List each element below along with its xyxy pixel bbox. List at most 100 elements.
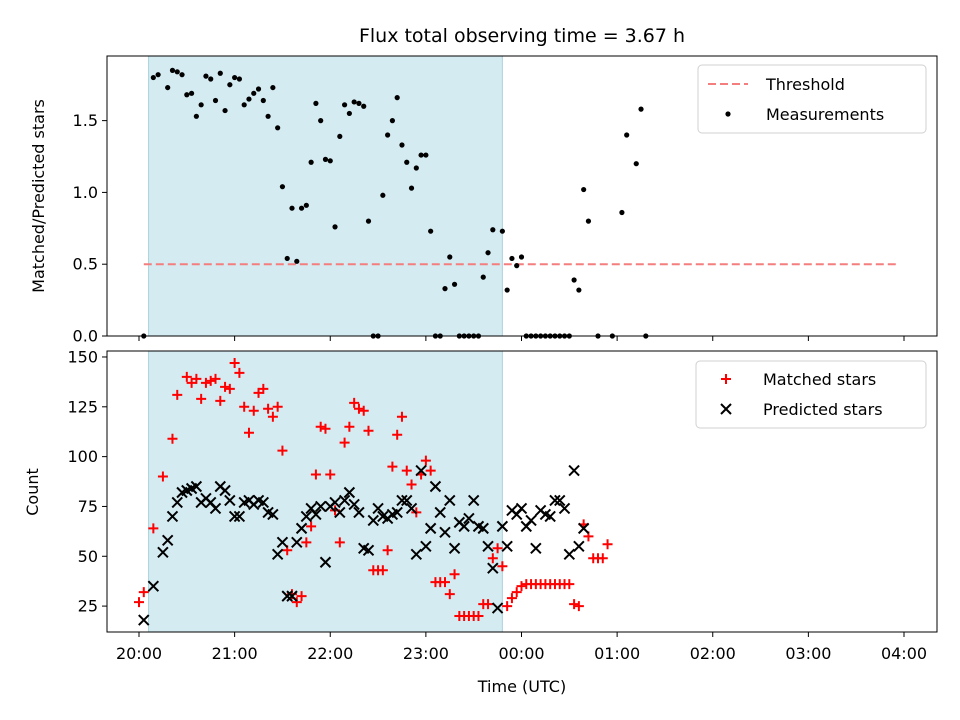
matched-point xyxy=(301,537,312,548)
predicted-point xyxy=(281,590,293,602)
predicted-point xyxy=(477,522,489,535)
top-legend: Threshold Measurements xyxy=(697,64,927,134)
measurement-point xyxy=(255,86,262,92)
matched-point xyxy=(506,593,517,604)
bottom-legend: Matched stars Predicted stars xyxy=(695,360,927,429)
matched-point xyxy=(267,411,278,422)
matched-point xyxy=(215,395,226,406)
predicted-point xyxy=(276,536,289,549)
predicted-point xyxy=(372,502,384,515)
x-axis-title: Time (UTC) xyxy=(477,677,566,696)
measurement-point xyxy=(480,274,486,280)
measurement-point xyxy=(356,100,362,106)
predicted-point xyxy=(554,494,566,507)
predicted-point xyxy=(549,494,561,507)
matched-point xyxy=(425,465,436,476)
matched-point xyxy=(377,565,388,576)
predicted-point xyxy=(448,542,461,555)
predicted-point xyxy=(233,510,246,523)
measurement-point xyxy=(624,132,630,138)
matched-point xyxy=(444,589,455,600)
predicted-point xyxy=(209,502,222,515)
predicted-point xyxy=(491,602,504,614)
measurement-point xyxy=(451,281,458,287)
measurement-point xyxy=(361,103,367,109)
predicted-point xyxy=(147,580,160,592)
matched-point xyxy=(597,553,608,564)
predicted-point xyxy=(171,496,183,509)
y-tick-label: 50 xyxy=(78,547,98,566)
matched-point xyxy=(473,611,484,622)
measurement-point xyxy=(289,205,295,211)
measurement-point xyxy=(638,106,644,112)
legend-threshold-label: Threshold xyxy=(765,75,845,94)
measurement-point xyxy=(322,156,329,162)
x-tick-label: 02:00 xyxy=(690,644,736,663)
legend-matched-label: Matched stars xyxy=(763,370,876,389)
measurement-point xyxy=(174,69,180,75)
y-tick-label: 150 xyxy=(67,347,98,366)
measurement-point xyxy=(504,287,510,293)
predicted-point xyxy=(424,522,437,535)
predicted-point xyxy=(161,534,174,547)
measurement-point xyxy=(203,73,209,79)
matched-point xyxy=(315,421,326,432)
measurement-point xyxy=(633,161,639,167)
matched-point xyxy=(320,423,331,434)
matched-point xyxy=(401,465,412,476)
predicted-point xyxy=(343,486,356,499)
matched-point xyxy=(334,537,345,548)
legend-predicted-swatch xyxy=(720,403,732,415)
predicted-point xyxy=(515,502,528,515)
matched-point xyxy=(172,389,183,400)
matched-point xyxy=(497,561,508,572)
top-legend-box xyxy=(697,64,927,134)
measurement-point xyxy=(275,125,281,131)
predicted-point xyxy=(166,510,179,523)
matched-point xyxy=(306,521,317,532)
predicted-point xyxy=(401,494,413,507)
measurement-point xyxy=(241,102,247,108)
measurement-point xyxy=(518,254,525,260)
x-tick-label: 04:00 xyxy=(881,644,927,663)
measurement-point xyxy=(212,97,219,104)
predicted-point xyxy=(525,514,537,527)
matched-point xyxy=(258,383,269,394)
y-tick-label: 0.0 xyxy=(73,327,98,346)
measurement-point xyxy=(279,184,286,190)
matched-point xyxy=(564,579,575,590)
measurement-point xyxy=(184,92,190,98)
measurement-point xyxy=(165,84,171,91)
measurement-point xyxy=(294,258,300,264)
matched-point xyxy=(406,479,417,490)
predicted-point xyxy=(190,480,203,493)
legend-measurement-swatch xyxy=(725,111,731,117)
predicted-point xyxy=(286,590,298,602)
measurement-point xyxy=(179,72,185,78)
y-tick-label: 25 xyxy=(78,597,98,616)
predicted-point xyxy=(319,556,332,568)
predicted-point xyxy=(415,464,427,477)
measurement-point xyxy=(251,90,257,96)
predicted-point xyxy=(458,520,470,533)
predicted-point xyxy=(362,544,375,556)
measurement-point xyxy=(260,97,266,104)
measurement-point xyxy=(585,218,592,224)
bottom-plot-frame xyxy=(106,350,938,633)
measurement-point xyxy=(499,228,505,234)
y-tick-label: 0.5 xyxy=(73,255,98,274)
x-tick-label: 23:00 xyxy=(403,644,449,663)
predicted-point xyxy=(138,614,150,626)
matched-point xyxy=(363,425,374,436)
measurement-point xyxy=(408,185,415,191)
matched-point xyxy=(205,375,216,386)
predicted-point xyxy=(558,502,571,515)
measurement-point xyxy=(447,254,453,260)
measurement-point xyxy=(399,142,405,148)
matched-point xyxy=(396,411,407,422)
predicted-point xyxy=(267,508,279,521)
predicted-point xyxy=(410,548,423,560)
matched-point xyxy=(502,601,513,612)
y-tick-label: 1.5 xyxy=(73,111,98,130)
measurement-point xyxy=(389,118,396,124)
